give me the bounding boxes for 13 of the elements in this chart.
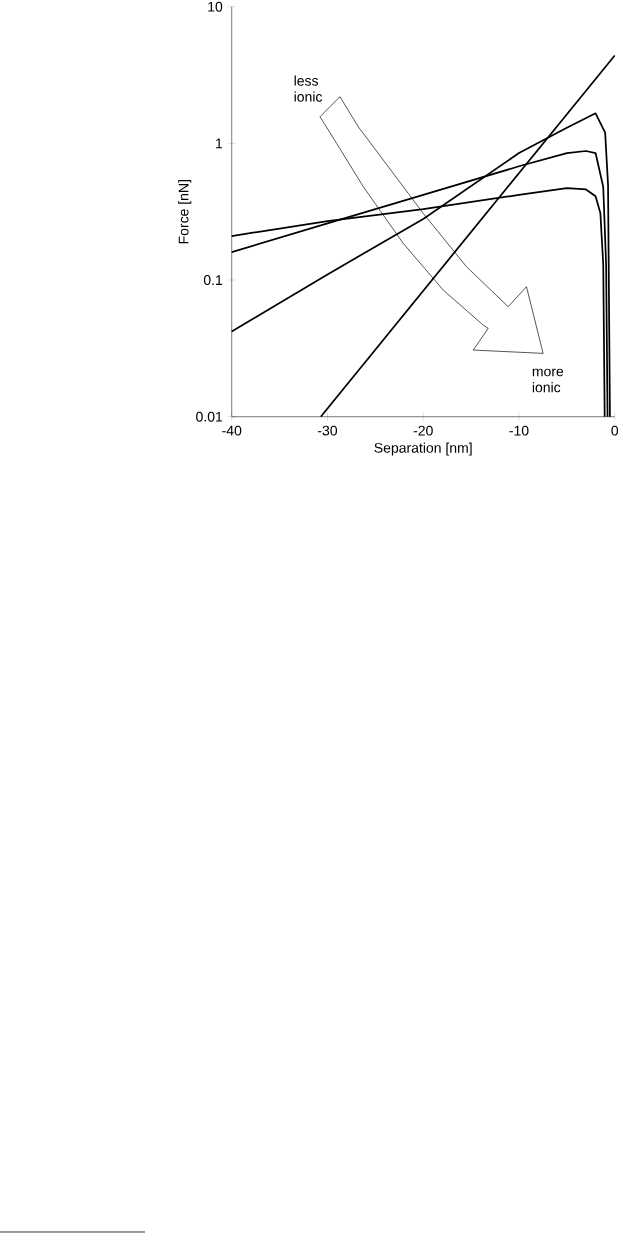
y-tick-label: 1 xyxy=(216,138,223,149)
annotation: more ionic xyxy=(532,368,564,393)
y-tick-label: 10 xyxy=(208,1,223,12)
x-axis-title: Separation [nm] xyxy=(374,442,472,456)
x-tick-label: 0 xyxy=(611,425,619,436)
x-tick-label: -30 xyxy=(317,425,338,436)
x-tick-label: -40 xyxy=(222,425,242,436)
x-tick-label: -20 xyxy=(413,425,433,436)
annotation: less ionic xyxy=(294,75,323,102)
y-tick-label: 0.01 xyxy=(196,411,223,422)
x-tick-label: -10 xyxy=(509,425,529,436)
y-tick-label: 0.1 xyxy=(203,275,223,286)
y-axis-title: Force [nN] xyxy=(178,180,192,244)
